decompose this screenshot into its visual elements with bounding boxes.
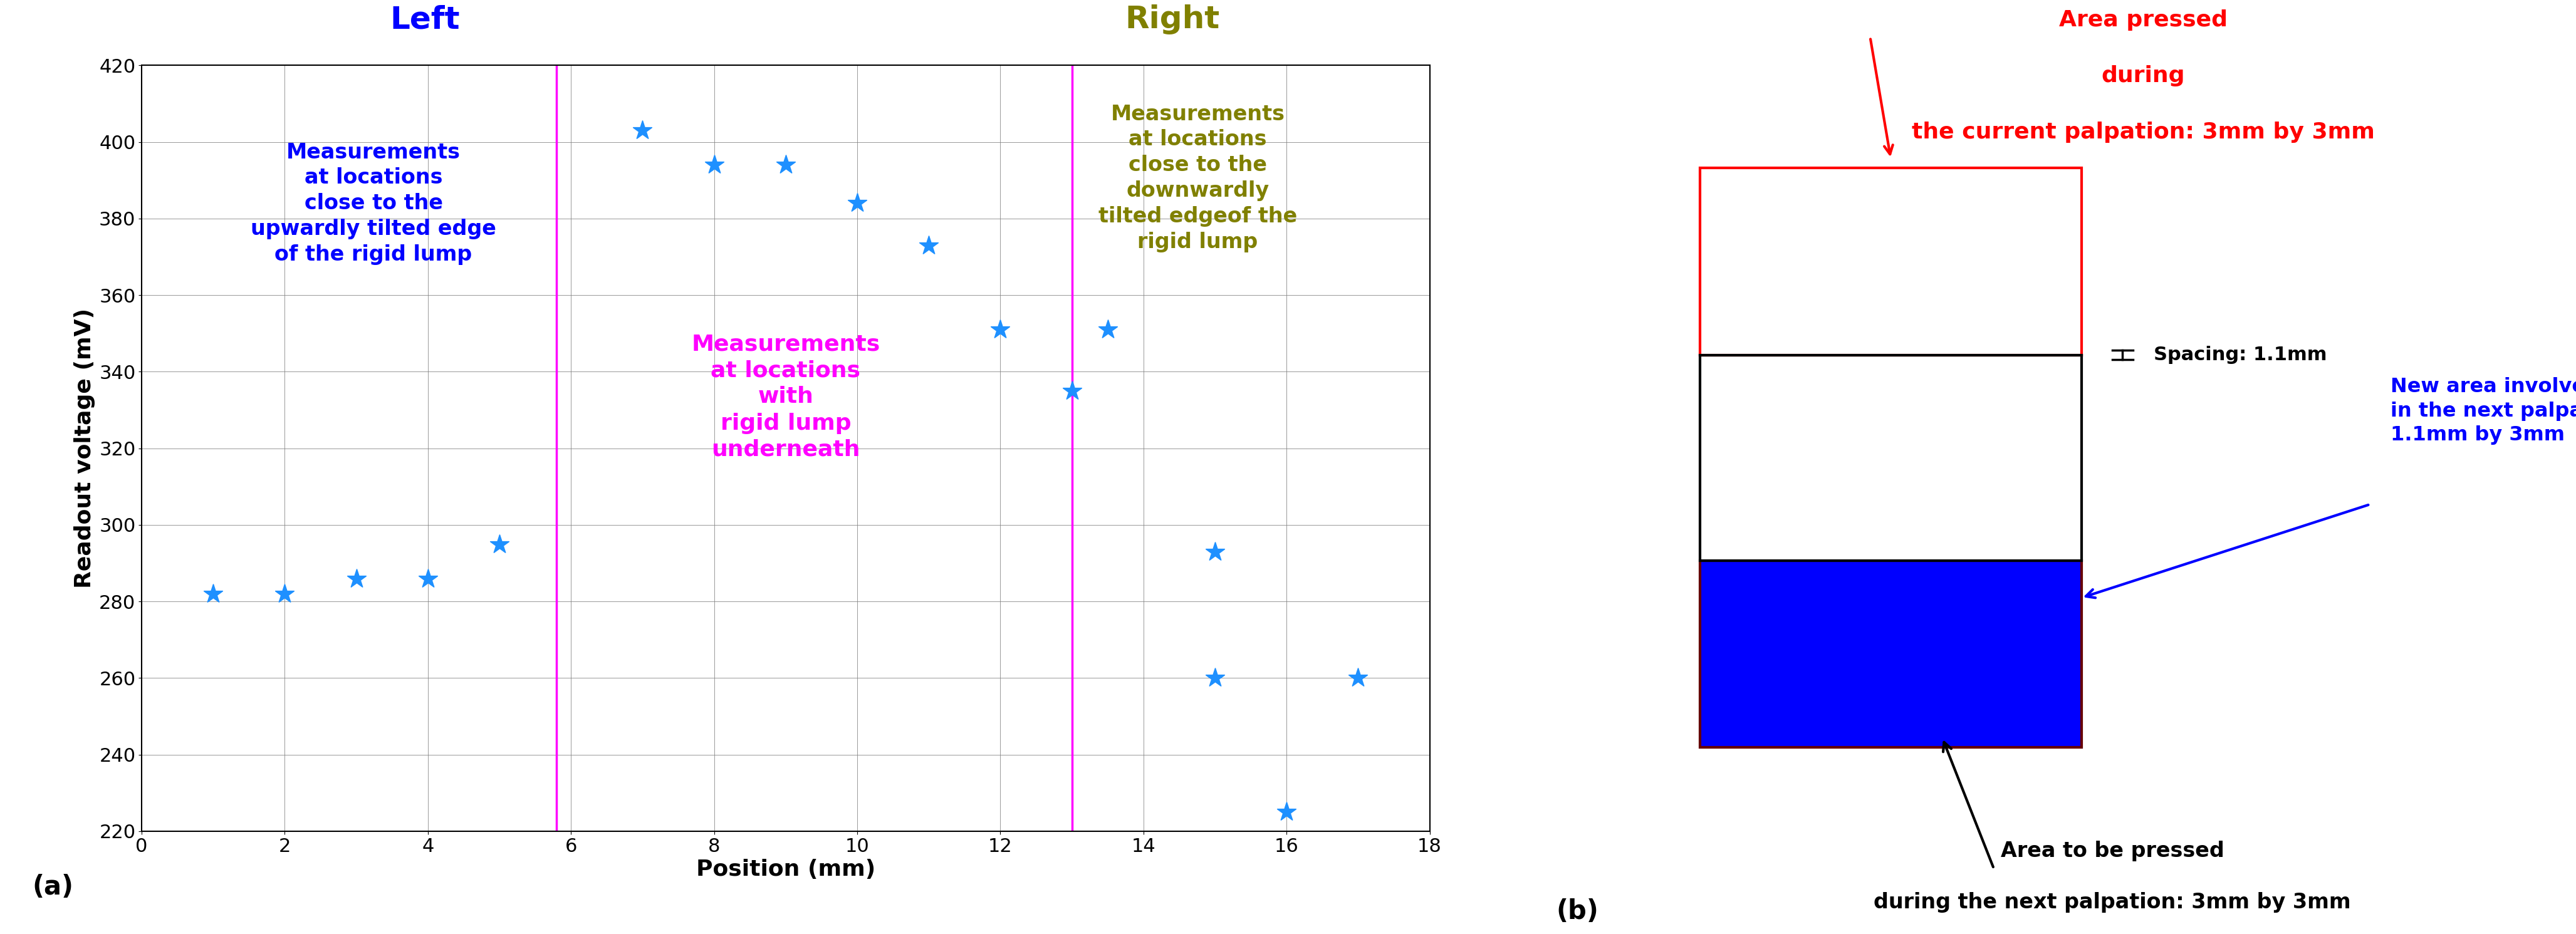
- Text: Right: Right: [1126, 5, 1218, 35]
- Point: [909, 238, 951, 253]
- Point: [193, 587, 234, 601]
- Point: [407, 571, 448, 586]
- Point: [1051, 384, 1092, 399]
- Point: [1087, 322, 1128, 337]
- Bar: [1700, 560, 2081, 747]
- Text: Area pressed: Area pressed: [2058, 9, 2228, 31]
- Point: [1195, 545, 1236, 559]
- Text: during: during: [2102, 65, 2184, 87]
- Text: during the next palpation: 3mm by 3mm: during the next palpation: 3mm by 3mm: [1873, 892, 2352, 913]
- Text: Measurements
at locations
close to the
downwardly
tilted edgeof the
rigid lump: Measurements at locations close to the d…: [1097, 104, 1298, 252]
- Text: (b): (b): [1556, 899, 1600, 925]
- Text: New area involved
in the next palpation:
1.1mm by 3mm: New area involved in the next palpation:…: [2391, 377, 2576, 445]
- Text: Left: Left: [389, 5, 461, 35]
- Point: [837, 196, 878, 211]
- Bar: [1700, 355, 2081, 560]
- Point: [1337, 671, 1378, 686]
- Text: the current palpation: 3mm by 3mm: the current palpation: 3mm by 3mm: [1911, 121, 2375, 143]
- Point: [479, 537, 520, 552]
- Point: [335, 571, 376, 586]
- Text: Area to be pressed: Area to be pressed: [2002, 841, 2223, 861]
- Point: [765, 158, 806, 173]
- X-axis label: Position (mm): Position (mm): [696, 859, 876, 881]
- Point: [1265, 805, 1306, 820]
- Text: Measurements
at locations
with
rigid lump
underneath: Measurements at locations with rigid lum…: [690, 333, 881, 460]
- Point: [693, 158, 734, 173]
- Point: [1195, 671, 1236, 686]
- Point: [979, 322, 1020, 337]
- Y-axis label: Readout voltage (mV): Readout voltage (mV): [75, 308, 95, 588]
- Text: Spacing: 1.1mm: Spacing: 1.1mm: [2154, 346, 2326, 364]
- Text: (a): (a): [31, 874, 75, 900]
- Bar: [1700, 168, 2081, 355]
- Point: [621, 123, 662, 138]
- Point: [265, 587, 307, 601]
- Text: Measurements
at locations
close to the
upwardly tilted edge
of the rigid lump: Measurements at locations close to the u…: [250, 142, 497, 265]
